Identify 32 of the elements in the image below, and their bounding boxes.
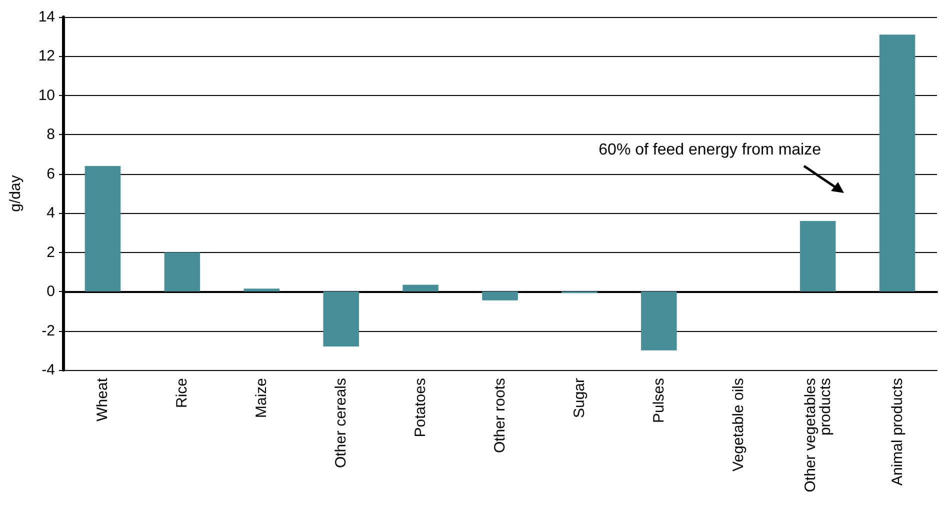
y-tick-label: 0 bbox=[46, 283, 55, 300]
y-tick-label: 2 bbox=[46, 244, 55, 261]
x-tick-label: Other cereals bbox=[332, 378, 350, 468]
x-tick-label: Wheat bbox=[94, 377, 112, 422]
bar bbox=[482, 292, 518, 300]
y-axis-title: g/day bbox=[7, 174, 24, 212]
x-tick-label: Vegetable oils bbox=[730, 378, 747, 472]
y-tick-label: 8 bbox=[46, 126, 55, 144]
x-tick-label: Rice bbox=[174, 378, 191, 408]
x-tick-label: Maize bbox=[253, 378, 270, 418]
bar bbox=[244, 288, 280, 292]
bar bbox=[402, 284, 438, 292]
bar bbox=[84, 166, 121, 292]
bar bbox=[879, 34, 916, 292]
annotation: 60% of feed energy from maize bbox=[598, 142, 822, 158]
y-tick-label: 12 bbox=[38, 48, 55, 65]
x-tick-label: Sugar bbox=[570, 378, 588, 418]
bar bbox=[323, 292, 359, 346]
x-tick-label: Other roots bbox=[492, 378, 508, 454]
bar bbox=[641, 292, 677, 350]
y-tick-label: 10 bbox=[38, 86, 55, 104]
x-tick-label: Pulses bbox=[650, 378, 668, 424]
y-tick-label: -4 bbox=[42, 362, 55, 378]
y-tick-label: 14 bbox=[38, 8, 55, 26]
y-tick-label: -2 bbox=[42, 322, 55, 340]
y-tick-label: 6 bbox=[46, 165, 55, 182]
x-tick-label: Animal products bbox=[888, 378, 906, 486]
x-tick-label: Potatoes bbox=[412, 378, 430, 438]
bar bbox=[800, 220, 836, 292]
y-tick-label: 4 bbox=[46, 204, 55, 222]
x-tick-label: Other vegetables products bbox=[802, 378, 834, 492]
bar bbox=[164, 252, 200, 292]
